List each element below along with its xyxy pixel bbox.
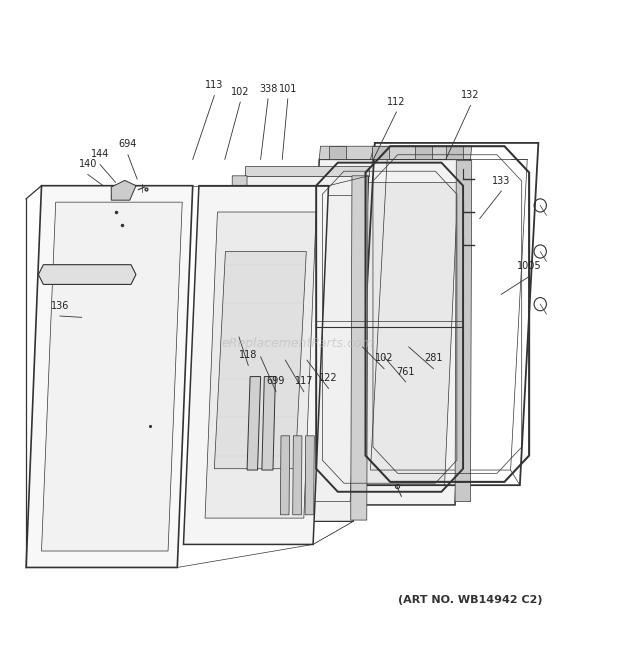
Polygon shape <box>230 176 369 522</box>
Text: 694: 694 <box>119 139 137 149</box>
Text: 122: 122 <box>319 373 338 383</box>
Polygon shape <box>262 377 275 470</box>
Polygon shape <box>372 146 389 159</box>
Polygon shape <box>245 166 369 176</box>
Text: 112: 112 <box>387 97 405 106</box>
Polygon shape <box>446 146 463 159</box>
Polygon shape <box>329 146 346 159</box>
Text: 338: 338 <box>259 83 277 94</box>
Text: 118: 118 <box>239 350 257 360</box>
Polygon shape <box>304 159 471 505</box>
Text: (ART NO. WB14942 C2): (ART NO. WB14942 C2) <box>398 596 542 605</box>
Polygon shape <box>305 436 314 515</box>
Polygon shape <box>280 436 290 515</box>
Text: 133: 133 <box>492 176 510 186</box>
Text: 102: 102 <box>231 87 249 97</box>
Polygon shape <box>247 377 260 470</box>
Polygon shape <box>415 146 432 159</box>
Text: 117: 117 <box>294 377 313 387</box>
Text: 101: 101 <box>278 83 297 94</box>
Polygon shape <box>111 180 136 200</box>
Polygon shape <box>184 186 329 545</box>
Text: 699: 699 <box>267 377 285 387</box>
Polygon shape <box>215 252 306 469</box>
Polygon shape <box>321 182 458 485</box>
Text: eReplacementParts.com: eReplacementParts.com <box>221 337 374 350</box>
Text: 144: 144 <box>91 149 109 159</box>
Text: 140: 140 <box>79 159 97 169</box>
Text: 132: 132 <box>461 90 480 100</box>
Polygon shape <box>231 176 247 520</box>
Polygon shape <box>205 212 316 518</box>
Polygon shape <box>319 146 472 159</box>
Polygon shape <box>351 176 368 520</box>
Polygon shape <box>293 436 302 515</box>
Text: 136: 136 <box>51 301 69 311</box>
Text: 281: 281 <box>424 354 443 364</box>
Text: 113: 113 <box>205 80 224 91</box>
Polygon shape <box>42 202 182 551</box>
Polygon shape <box>38 264 136 284</box>
Text: 102: 102 <box>375 354 393 364</box>
Text: 761: 761 <box>396 367 415 377</box>
Polygon shape <box>26 186 193 567</box>
Text: 1005: 1005 <box>517 261 541 271</box>
Polygon shape <box>455 161 472 502</box>
